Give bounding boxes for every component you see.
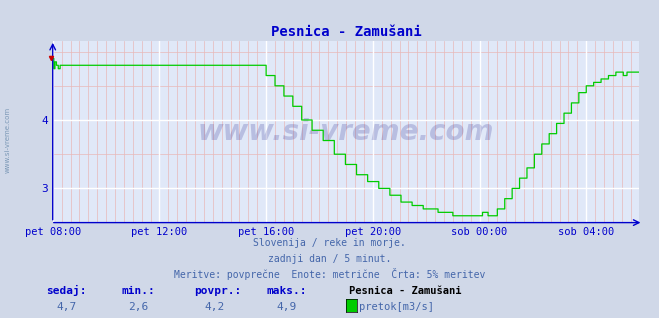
Text: min.:: min.: — [122, 286, 156, 296]
Text: 2,6: 2,6 — [129, 302, 149, 312]
Text: www.si-vreme.com: www.si-vreme.com — [198, 118, 494, 146]
Text: Pesnica - Zamušani: Pesnica - Zamušani — [349, 286, 462, 296]
Title: Pesnica - Zamušani: Pesnica - Zamušani — [271, 25, 421, 39]
Text: 4,2: 4,2 — [204, 302, 225, 312]
Text: pretok[m3/s]: pretok[m3/s] — [359, 302, 434, 312]
Text: 4,9: 4,9 — [277, 302, 297, 312]
Text: zadnji dan / 5 minut.: zadnji dan / 5 minut. — [268, 254, 391, 264]
Text: povpr.:: povpr.: — [194, 286, 242, 296]
Text: 4,7: 4,7 — [56, 302, 76, 312]
Text: Meritve: povprečne  Enote: metrične  Črta: 5% meritev: Meritve: povprečne Enote: metrične Črta:… — [174, 268, 485, 280]
Text: www.si-vreme.com: www.si-vreme.com — [5, 107, 11, 173]
Text: Slovenija / reke in morje.: Slovenija / reke in morje. — [253, 238, 406, 248]
Text: maks.:: maks.: — [267, 286, 307, 296]
Text: sedaj:: sedaj: — [46, 285, 86, 296]
